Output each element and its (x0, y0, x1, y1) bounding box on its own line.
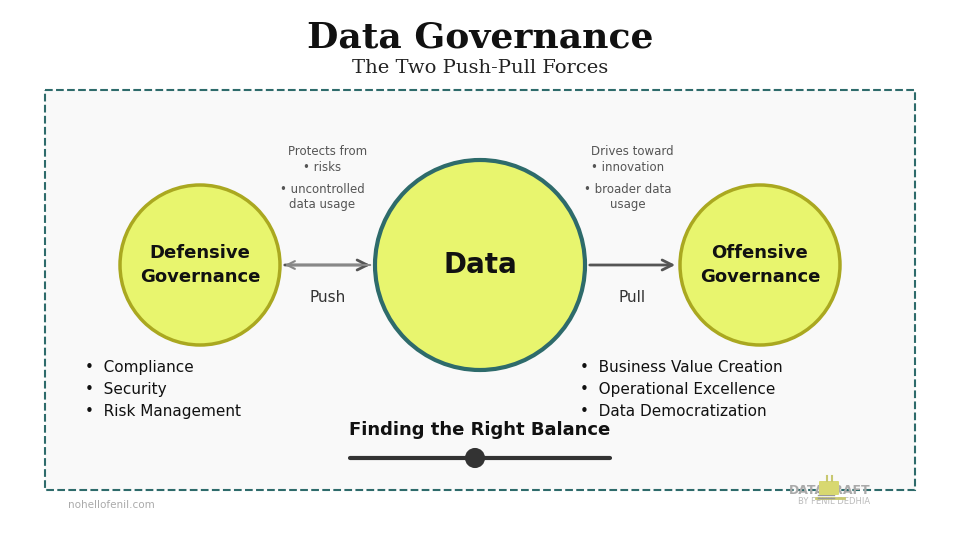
FancyBboxPatch shape (819, 481, 839, 495)
Text: Finding the Right Balance: Finding the Right Balance (349, 421, 611, 439)
Text: nohellofenil.com: nohellofenil.com (68, 500, 155, 510)
Text: DATACRAFT: DATACRAFT (788, 483, 870, 496)
Circle shape (375, 160, 585, 370)
Text: Offensive
Governance: Offensive Governance (700, 244, 820, 286)
Text: BY FENIL DEDHIA: BY FENIL DEDHIA (798, 497, 870, 507)
Circle shape (680, 185, 840, 345)
Text: Pull: Pull (619, 290, 646, 305)
Text: Data: Data (444, 251, 516, 279)
Text: Data Governance: Data Governance (307, 21, 653, 55)
Text: Defensive
Governance: Defensive Governance (140, 244, 260, 286)
Text: •  Data Democratization: • Data Democratization (580, 404, 767, 419)
Text: Drives toward: Drives toward (591, 145, 674, 158)
Text: •  Compliance: • Compliance (85, 360, 194, 375)
Text: • broader data
usage: • broader data usage (584, 183, 671, 211)
Text: • uncontrolled
data usage: • uncontrolled data usage (280, 183, 365, 211)
Text: •  Business Value Creation: • Business Value Creation (580, 360, 782, 375)
FancyBboxPatch shape (45, 90, 915, 490)
Text: •  Risk Management: • Risk Management (85, 404, 241, 419)
Text: • risks: • risks (303, 161, 342, 174)
Circle shape (466, 449, 484, 467)
Text: •  Operational Excellence: • Operational Excellence (580, 382, 776, 397)
Text: The Two Push-Pull Forces: The Two Push-Pull Forces (352, 59, 608, 77)
Text: •  Security: • Security (85, 382, 167, 397)
Text: Push: Push (309, 290, 346, 305)
Text: • innovation: • innovation (591, 161, 664, 174)
Text: Protects from: Protects from (288, 145, 367, 158)
Circle shape (120, 185, 280, 345)
